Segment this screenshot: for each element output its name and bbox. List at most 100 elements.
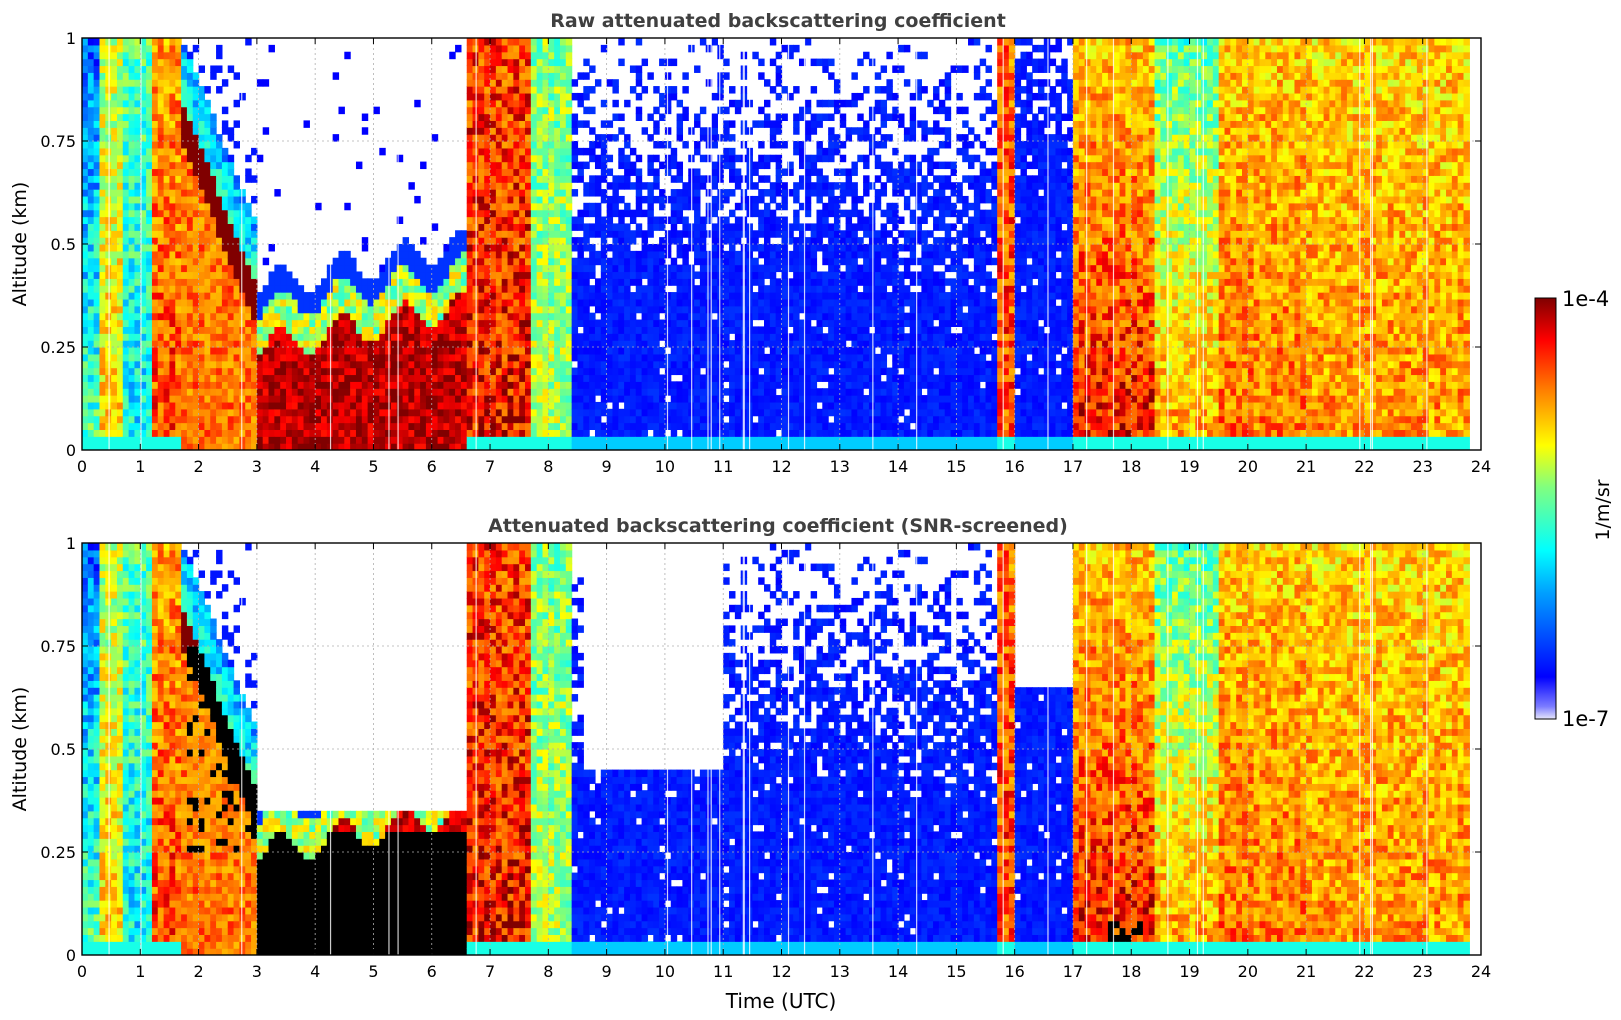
heatmap-cell bbox=[355, 278, 363, 286]
heatmap-cell bbox=[414, 436, 421, 444]
heatmap-cell bbox=[87, 106, 95, 115]
heatmap-cell bbox=[513, 443, 520, 450]
heatmap-cell bbox=[93, 415, 101, 424]
heatmap-cell bbox=[478, 147, 485, 156]
heatmap-cell bbox=[163, 154, 171, 163]
heatmap-cell bbox=[501, 250, 509, 259]
heatmap-cell bbox=[624, 367, 631, 376]
heatmap-cell bbox=[402, 388, 410, 396]
heatmap-cell bbox=[186, 285, 194, 293]
heatmap-cell bbox=[210, 175, 217, 183]
heatmap-cell bbox=[653, 175, 660, 183]
heatmap-cell bbox=[134, 285, 141, 293]
heatmap-cell bbox=[670, 422, 678, 430]
heatmap-cell bbox=[99, 92, 106, 101]
heatmap-cell bbox=[723, 257, 730, 266]
heatmap-cell bbox=[344, 292, 351, 300]
heatmap-cell bbox=[711, 120, 718, 128]
heatmap-cell bbox=[653, 319, 660, 327]
heatmap-cell bbox=[251, 147, 258, 156]
heatmap-cell bbox=[618, 257, 625, 266]
heatmap-cell bbox=[694, 209, 701, 218]
heatmap-cell bbox=[245, 360, 252, 369]
heatmap-cell bbox=[151, 209, 159, 218]
heatmap-cell bbox=[501, 347, 509, 355]
heatmap-cell bbox=[466, 271, 474, 279]
heatmap-cell bbox=[548, 79, 555, 87]
heatmap-cell bbox=[175, 38, 182, 46]
heatmap-cell bbox=[583, 209, 590, 218]
heatmap-cell bbox=[280, 436, 287, 444]
heatmap-cell bbox=[536, 106, 544, 115]
heatmap-cell bbox=[664, 292, 672, 300]
heatmap-cell bbox=[99, 202, 106, 211]
heatmap-cell bbox=[635, 271, 643, 279]
heatmap-cell bbox=[694, 298, 701, 307]
heatmap-cell bbox=[111, 113, 118, 121]
heatmap-cell bbox=[93, 436, 101, 444]
heatmap-cell bbox=[507, 244, 514, 252]
heatmap-cell bbox=[361, 237, 369, 245]
heatmap-cell bbox=[711, 415, 718, 424]
heatmap-cell bbox=[612, 436, 619, 444]
heatmap-cell bbox=[122, 326, 130, 334]
heatmap-cell bbox=[530, 209, 538, 218]
heatmap-cell bbox=[82, 182, 89, 190]
heatmap-cell bbox=[729, 415, 736, 424]
heatmap-cell bbox=[99, 168, 106, 176]
heatmap-cell bbox=[443, 250, 450, 259]
heatmap-cell bbox=[151, 182, 159, 190]
heatmap-cell bbox=[565, 333, 573, 341]
heatmap-cell bbox=[128, 51, 136, 60]
heatmap-cell bbox=[420, 429, 427, 437]
heatmap-cell bbox=[711, 250, 718, 259]
heatmap-cell bbox=[111, 230, 118, 238]
heatmap-cell bbox=[309, 319, 316, 327]
heatmap-cell bbox=[629, 292, 637, 300]
heatmap-cell bbox=[484, 429, 491, 437]
heatmap-cell bbox=[122, 182, 130, 190]
heatmap-cell bbox=[186, 415, 194, 424]
heatmap-cell bbox=[676, 99, 684, 108]
heatmap-cell bbox=[204, 415, 211, 424]
heatmap-cell bbox=[151, 113, 159, 121]
heatmap-cell bbox=[99, 367, 106, 376]
heatmap-cell bbox=[251, 422, 258, 430]
heatmap-cell bbox=[542, 271, 549, 279]
heatmap-cell bbox=[525, 38, 532, 46]
heatmap-cell bbox=[571, 443, 579, 450]
heatmap-cell bbox=[536, 422, 544, 430]
heatmap-cell bbox=[122, 223, 130, 231]
heatmap-cell bbox=[554, 285, 561, 293]
heatmap-cell bbox=[93, 264, 101, 273]
heatmap-cell bbox=[501, 44, 509, 53]
heatmap-cell bbox=[198, 381, 206, 389]
heatmap-cell bbox=[530, 58, 538, 67]
heatmap-cell bbox=[367, 278, 375, 286]
heatmap-cell bbox=[128, 147, 136, 156]
heatmap-cell bbox=[647, 360, 654, 369]
heatmap-cell bbox=[653, 298, 660, 307]
heatmap-cell bbox=[664, 58, 672, 67]
heatmap-cell bbox=[589, 182, 596, 190]
heatmap-cell bbox=[425, 347, 433, 355]
heatmap-cell bbox=[624, 230, 631, 238]
heatmap-cell bbox=[309, 353, 316, 362]
heatmap-cell bbox=[157, 312, 165, 321]
heatmap-cell bbox=[618, 326, 625, 334]
heatmap-cell bbox=[87, 72, 95, 80]
heatmap-cell bbox=[186, 326, 194, 334]
heatmap-cell bbox=[723, 58, 730, 67]
heatmap-cell bbox=[717, 230, 724, 238]
heatmap-cell bbox=[274, 298, 281, 307]
heatmap-cell bbox=[466, 38, 474, 46]
heatmap-cell bbox=[140, 127, 147, 135]
heatmap-cell bbox=[204, 250, 211, 259]
heatmap-cell bbox=[624, 154, 631, 163]
heatmap-cell bbox=[536, 195, 544, 204]
heatmap-cell bbox=[501, 38, 509, 46]
heatmap-cell bbox=[122, 319, 130, 327]
heatmap-cell bbox=[507, 51, 514, 60]
heatmap-cell bbox=[414, 99, 421, 108]
heatmap-cell bbox=[530, 79, 538, 87]
